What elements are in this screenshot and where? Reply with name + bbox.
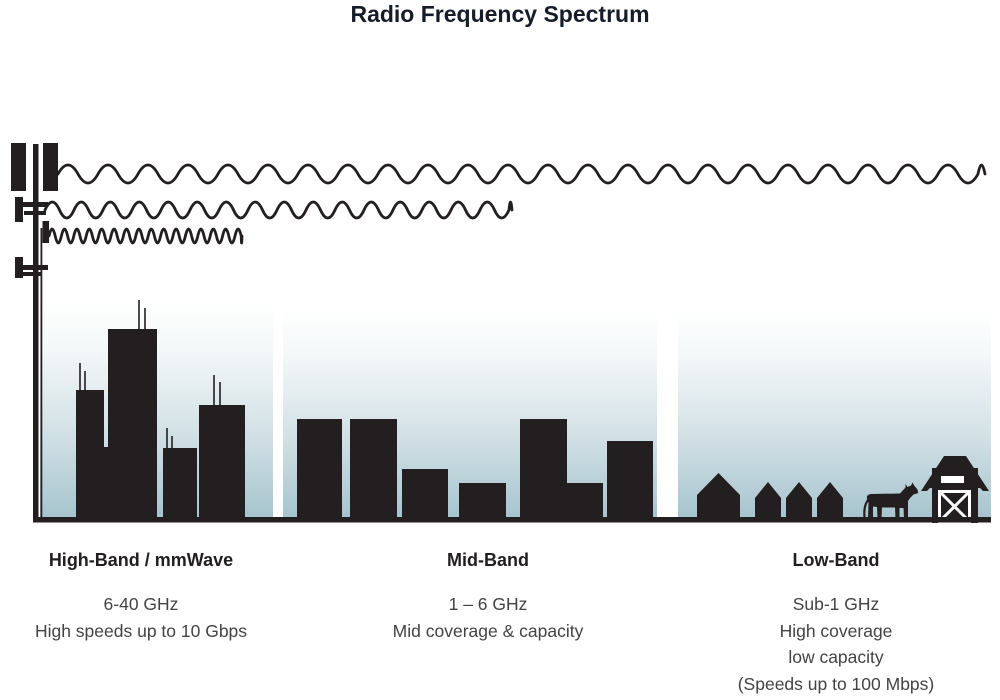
low-band-name: Low-Band (792, 550, 880, 570)
city-skyscrapers-icon (76, 300, 245, 519)
houses-farm-icon (697, 473, 843, 519)
medium-wavelength-wave-icon (43, 200, 514, 220)
mid-band-description: Mid coverage & capacity (392, 620, 584, 641)
high-band-description: High speeds up to 10 Gbps (34, 620, 248, 641)
mid-band-name: Mid-Band (447, 550, 529, 570)
page-title: Radio Frequency Spectrum (350, 1, 650, 27)
midrise-buildings-icon (297, 419, 653, 519)
long-wavelength-wave-icon (56, 163, 987, 185)
high-band-label: High-Band / mmWave 6-40 GHz High speeds … (20, 550, 262, 644)
cell-tower-icon (11, 143, 58, 518)
mid-band-label: Mid-Band 1 – 6 GHz Mid coverage & capaci… (368, 550, 608, 644)
high-band-name: High-Band / mmWave (48, 550, 234, 570)
low-band-capacity: low capacity (788, 647, 884, 667)
low-band-label: Low-Band Sub-1 GHz High coverage low cap… (716, 550, 956, 697)
ground-line (33, 517, 991, 523)
low-band-coverage: High coverage (779, 620, 893, 641)
low-band-frequency: Sub-1 GHz (792, 594, 880, 614)
spectrum-illustration (11, 143, 991, 523)
low-band-speed: (Speeds up to 100 Mbps) (737, 673, 935, 694)
barn-icon (921, 456, 989, 523)
short-wavelength-wave-icon (47, 227, 244, 245)
cow-icon (863, 482, 919, 519)
high-band-frequency: 6-40 GHz (103, 594, 179, 614)
mid-band-frequency: 1 – 6 GHz (448, 594, 528, 614)
